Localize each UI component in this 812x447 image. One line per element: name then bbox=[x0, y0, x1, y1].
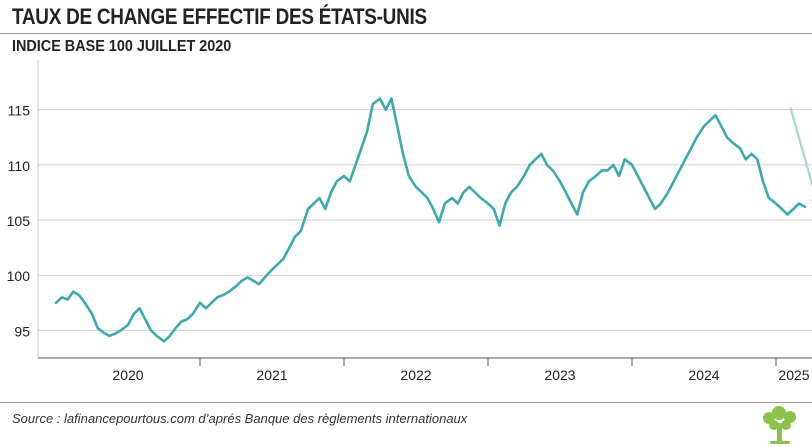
y-tick-label-115: 115 bbox=[8, 103, 31, 119]
gridlines bbox=[38, 109, 812, 331]
chart-title: TAUX DE CHANGE EFFECTIF DES ÉTATS-UNIS bbox=[12, 4, 427, 29]
title-divider bbox=[0, 33, 812, 34]
series-line-0 bbox=[54, 97, 807, 343]
x-tick-label-2024: 2024 bbox=[688, 367, 719, 383]
x-tick-label-2022: 2022 bbox=[400, 367, 431, 383]
y-tick-label-100: 100 bbox=[7, 268, 31, 284]
x-tick-label-2020: 2020 bbox=[112, 367, 143, 383]
tree-logo-icon bbox=[763, 406, 796, 444]
annotation-layer: - 7 % bbox=[789, 107, 812, 202]
y-tick-label-110: 110 bbox=[8, 158, 31, 174]
y-tick-label-95: 95 bbox=[14, 323, 30, 339]
y-tick-label-105: 105 bbox=[7, 213, 31, 229]
series-layer bbox=[54, 97, 807, 343]
annotation-arrow-0 bbox=[789, 107, 812, 189]
x-tick-label-2023: 2023 bbox=[544, 367, 575, 383]
x-tick-label-2025: 2025 bbox=[778, 367, 809, 383]
chart-subtitle: INDICE BASE 100 JUILLET 2020 bbox=[12, 38, 232, 55]
y-axis-ticks: 95 100 105 110 115 bbox=[7, 103, 31, 340]
x-axis: 2020 2021 2022 2023 2024 2025 bbox=[37, 60, 812, 383]
footer-divider bbox=[0, 402, 812, 403]
x-tick-label-2021: 2021 bbox=[256, 367, 287, 383]
source-note: Source : lafinancepourtous.com d’aprés B… bbox=[12, 411, 468, 426]
